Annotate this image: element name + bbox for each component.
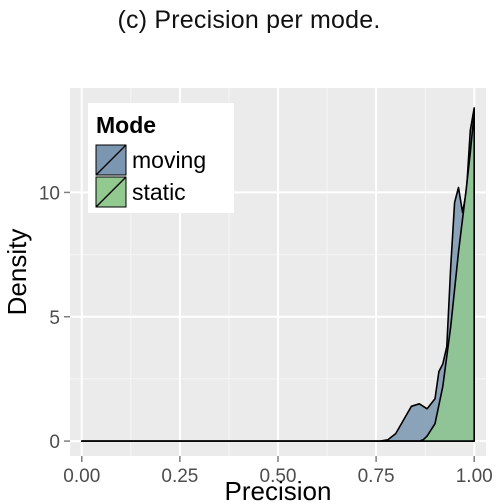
- x-tick-label: 1.00: [456, 466, 493, 487]
- x-tick-label: 0.25: [161, 466, 198, 487]
- x-axis-title: Precision: [225, 476, 332, 504]
- legend-key-slash: [95, 144, 127, 176]
- density-area-static: [81, 112, 475, 442]
- legend-title: Mode: [96, 112, 156, 138]
- legend-label-moving: moving: [132, 147, 206, 173]
- legend-key-slash: [95, 176, 127, 208]
- x-tick-label: 0.50: [260, 466, 297, 487]
- y-tick-label: 0: [49, 432, 60, 453]
- legend: Mode moving static: [88, 103, 234, 213]
- figure-caption: (c) Precision per mode.: [117, 6, 381, 34]
- axes: 0.00 0.25 0.50 0.75 1.00 0 5 10: [39, 183, 493, 487]
- density-area-moving: [81, 107, 475, 442]
- legend-items: moving static: [95, 144, 206, 208]
- y-axis-title: Density: [2, 229, 32, 316]
- y-tick-label: 10: [39, 183, 60, 204]
- y-tick-label: 5: [49, 308, 60, 329]
- legend-label-static: static: [132, 179, 186, 205]
- x-tick-label: 0.00: [63, 466, 100, 487]
- density-areas: [81, 107, 475, 442]
- x-tick-label: 0.75: [358, 466, 395, 487]
